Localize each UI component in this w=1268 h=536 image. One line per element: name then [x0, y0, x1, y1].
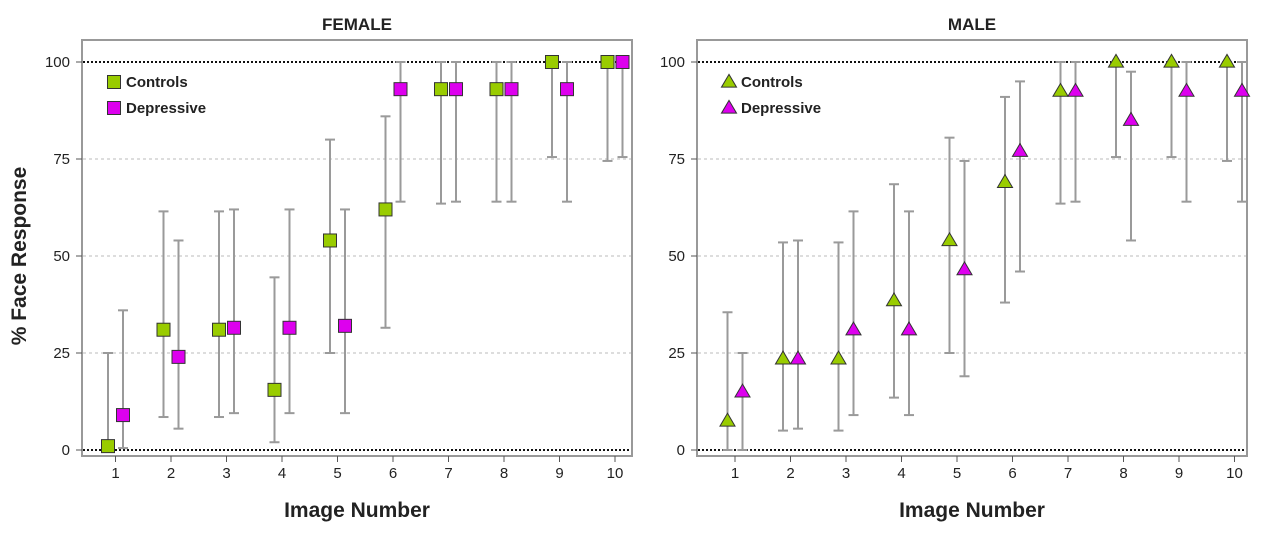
female-depressive-point-5 — [338, 318, 352, 333]
male-controls-point-1 — [719, 412, 736, 427]
male-panel: 0 25 50 75 100 1 2 3 4 5 6 7 8 9 10 MALE Image Number Con… — [660, 15, 1251, 522]
female-y-tick-label-100: 100 — [45, 54, 70, 71]
male-controls-point-8 — [1107, 53, 1125, 68]
female-panel-title: FEMALE — [322, 15, 392, 34]
male-depressive-point-4 — [900, 321, 918, 336]
male-x-tick-label-6: 6 — [1008, 465, 1016, 482]
female-x-tick-label-10: 10 — [607, 465, 624, 482]
male-depressive-point-1 — [734, 383, 751, 398]
male-legend-label-controls: Controls — [741, 74, 803, 91]
female-depressive-point-6 — [393, 82, 408, 97]
female-legend-marker-depressive — [107, 101, 121, 115]
male-controls-point-9 — [1163, 53, 1180, 68]
male-x-tick-label-3: 3 — [842, 465, 850, 482]
female-x-tick-label-8: 8 — [500, 465, 508, 482]
female-depressive-point-3 — [227, 320, 241, 335]
female-legend-label-controls: Controls — [126, 74, 188, 91]
male-controls-point-7 — [1052, 82, 1069, 97]
female-depressive-point-1 — [116, 408, 130, 423]
male-panel-title: MALE — [948, 15, 996, 34]
male-x-tick-label-10: 10 — [1226, 465, 1243, 482]
female-depressive-point-10 — [615, 55, 630, 69]
female-controls-point-8 — [489, 82, 504, 97]
male-depressive-point-5 — [956, 260, 973, 276]
female-y-tick-label-75: 75 — [53, 151, 70, 168]
female-controls-point-1 — [101, 439, 115, 454]
male-y-tick-label-50: 50 — [668, 248, 685, 265]
female-x-tick-label-4: 4 — [278, 465, 286, 482]
female-depressive-point-9 — [560, 82, 574, 97]
female-depressive-point-4 — [282, 320, 297, 335]
female-depressive-point-8 — [504, 82, 519, 97]
male-depressive-point-3 — [845, 321, 862, 336]
female-y-tick-label-0: 0 — [62, 442, 70, 459]
male-x-tick-label-7: 7 — [1064, 465, 1072, 482]
male-controls-point-3 — [830, 350, 847, 365]
male-y-tick-label-100: 100 — [660, 54, 685, 71]
male-controls-point-2 — [774, 350, 792, 365]
female-y-tick-label-50: 50 — [53, 248, 70, 265]
female-x-tick-label-5: 5 — [333, 465, 341, 482]
female-depressive-point-2 — [171, 349, 186, 364]
male-depressive-point-7 — [1067, 82, 1084, 97]
male-y-tick-label-0: 0 — [677, 442, 685, 459]
male-depressive-point-8 — [1122, 111, 1140, 126]
female-x-tick-label-2: 2 — [167, 465, 175, 482]
male-controls-point-5 — [941, 231, 958, 247]
female-plot-frame — [81, 39, 633, 457]
male-x-tick-label-4: 4 — [897, 465, 905, 482]
male-x-tick-label-8: 8 — [1119, 465, 1127, 482]
female-depressive-point-7 — [449, 82, 463, 97]
male-y-tick-label-25: 25 — [668, 345, 685, 362]
male-controls-point-4 — [885, 291, 903, 307]
female-controls-point-4 — [267, 382, 282, 397]
female-y-tick-label-25: 25 — [53, 345, 70, 362]
male-legend-marker-controls — [720, 73, 738, 88]
female-panel: 0 25 50 75 100 1 2 3 4 5 6 7 8 9 10 FEMALE Image Number C… — [45, 15, 633, 522]
male-legend-marker-depressive — [720, 99, 738, 114]
female-controls-point-9 — [545, 55, 559, 69]
female-x-tick-label-9: 9 — [555, 465, 563, 482]
female-controls-point-6 — [378, 202, 393, 217]
male-legend-label-depressive: Depressive — [741, 100, 821, 117]
female-x-tick-label-3: 3 — [222, 465, 230, 482]
male-y-tick-label-75: 75 — [668, 151, 685, 168]
y-axis-title: % Face Response — [8, 167, 31, 346]
male-x-tick-label-9: 9 — [1175, 465, 1183, 482]
male-controls-point-6 — [996, 173, 1014, 188]
female-x-tick-label-7: 7 — [444, 465, 452, 482]
male-x-axis-title: Image Number — [899, 499, 1045, 522]
female-x-axis-title: Image Number — [284, 499, 430, 522]
female-controls-point-7 — [434, 82, 448, 97]
female-x-tick-label-1: 1 — [111, 465, 119, 482]
female-controls-point-5 — [323, 233, 337, 248]
male-controls-point-10 — [1218, 53, 1236, 68]
male-depressive-point-6 — [1011, 142, 1029, 157]
female-legend-label-depressive: Depressive — [126, 100, 206, 117]
male-depressive-point-10 — [1233, 82, 1251, 97]
male-depressive-point-9 — [1178, 82, 1195, 97]
female-legend-marker-controls — [107, 75, 121, 89]
male-x-tick-label-2: 2 — [786, 465, 794, 482]
female-controls-point-10 — [600, 55, 615, 69]
male-depressive-point-2 — [789, 350, 807, 365]
male-x-tick-label-1: 1 — [731, 465, 739, 482]
female-controls-point-3 — [212, 322, 226, 337]
male-x-tick-label-5: 5 — [953, 465, 961, 482]
female-x-tick-label-6: 6 — [389, 465, 397, 482]
male-plot-frame — [696, 39, 1248, 457]
female-controls-point-2 — [156, 322, 171, 337]
